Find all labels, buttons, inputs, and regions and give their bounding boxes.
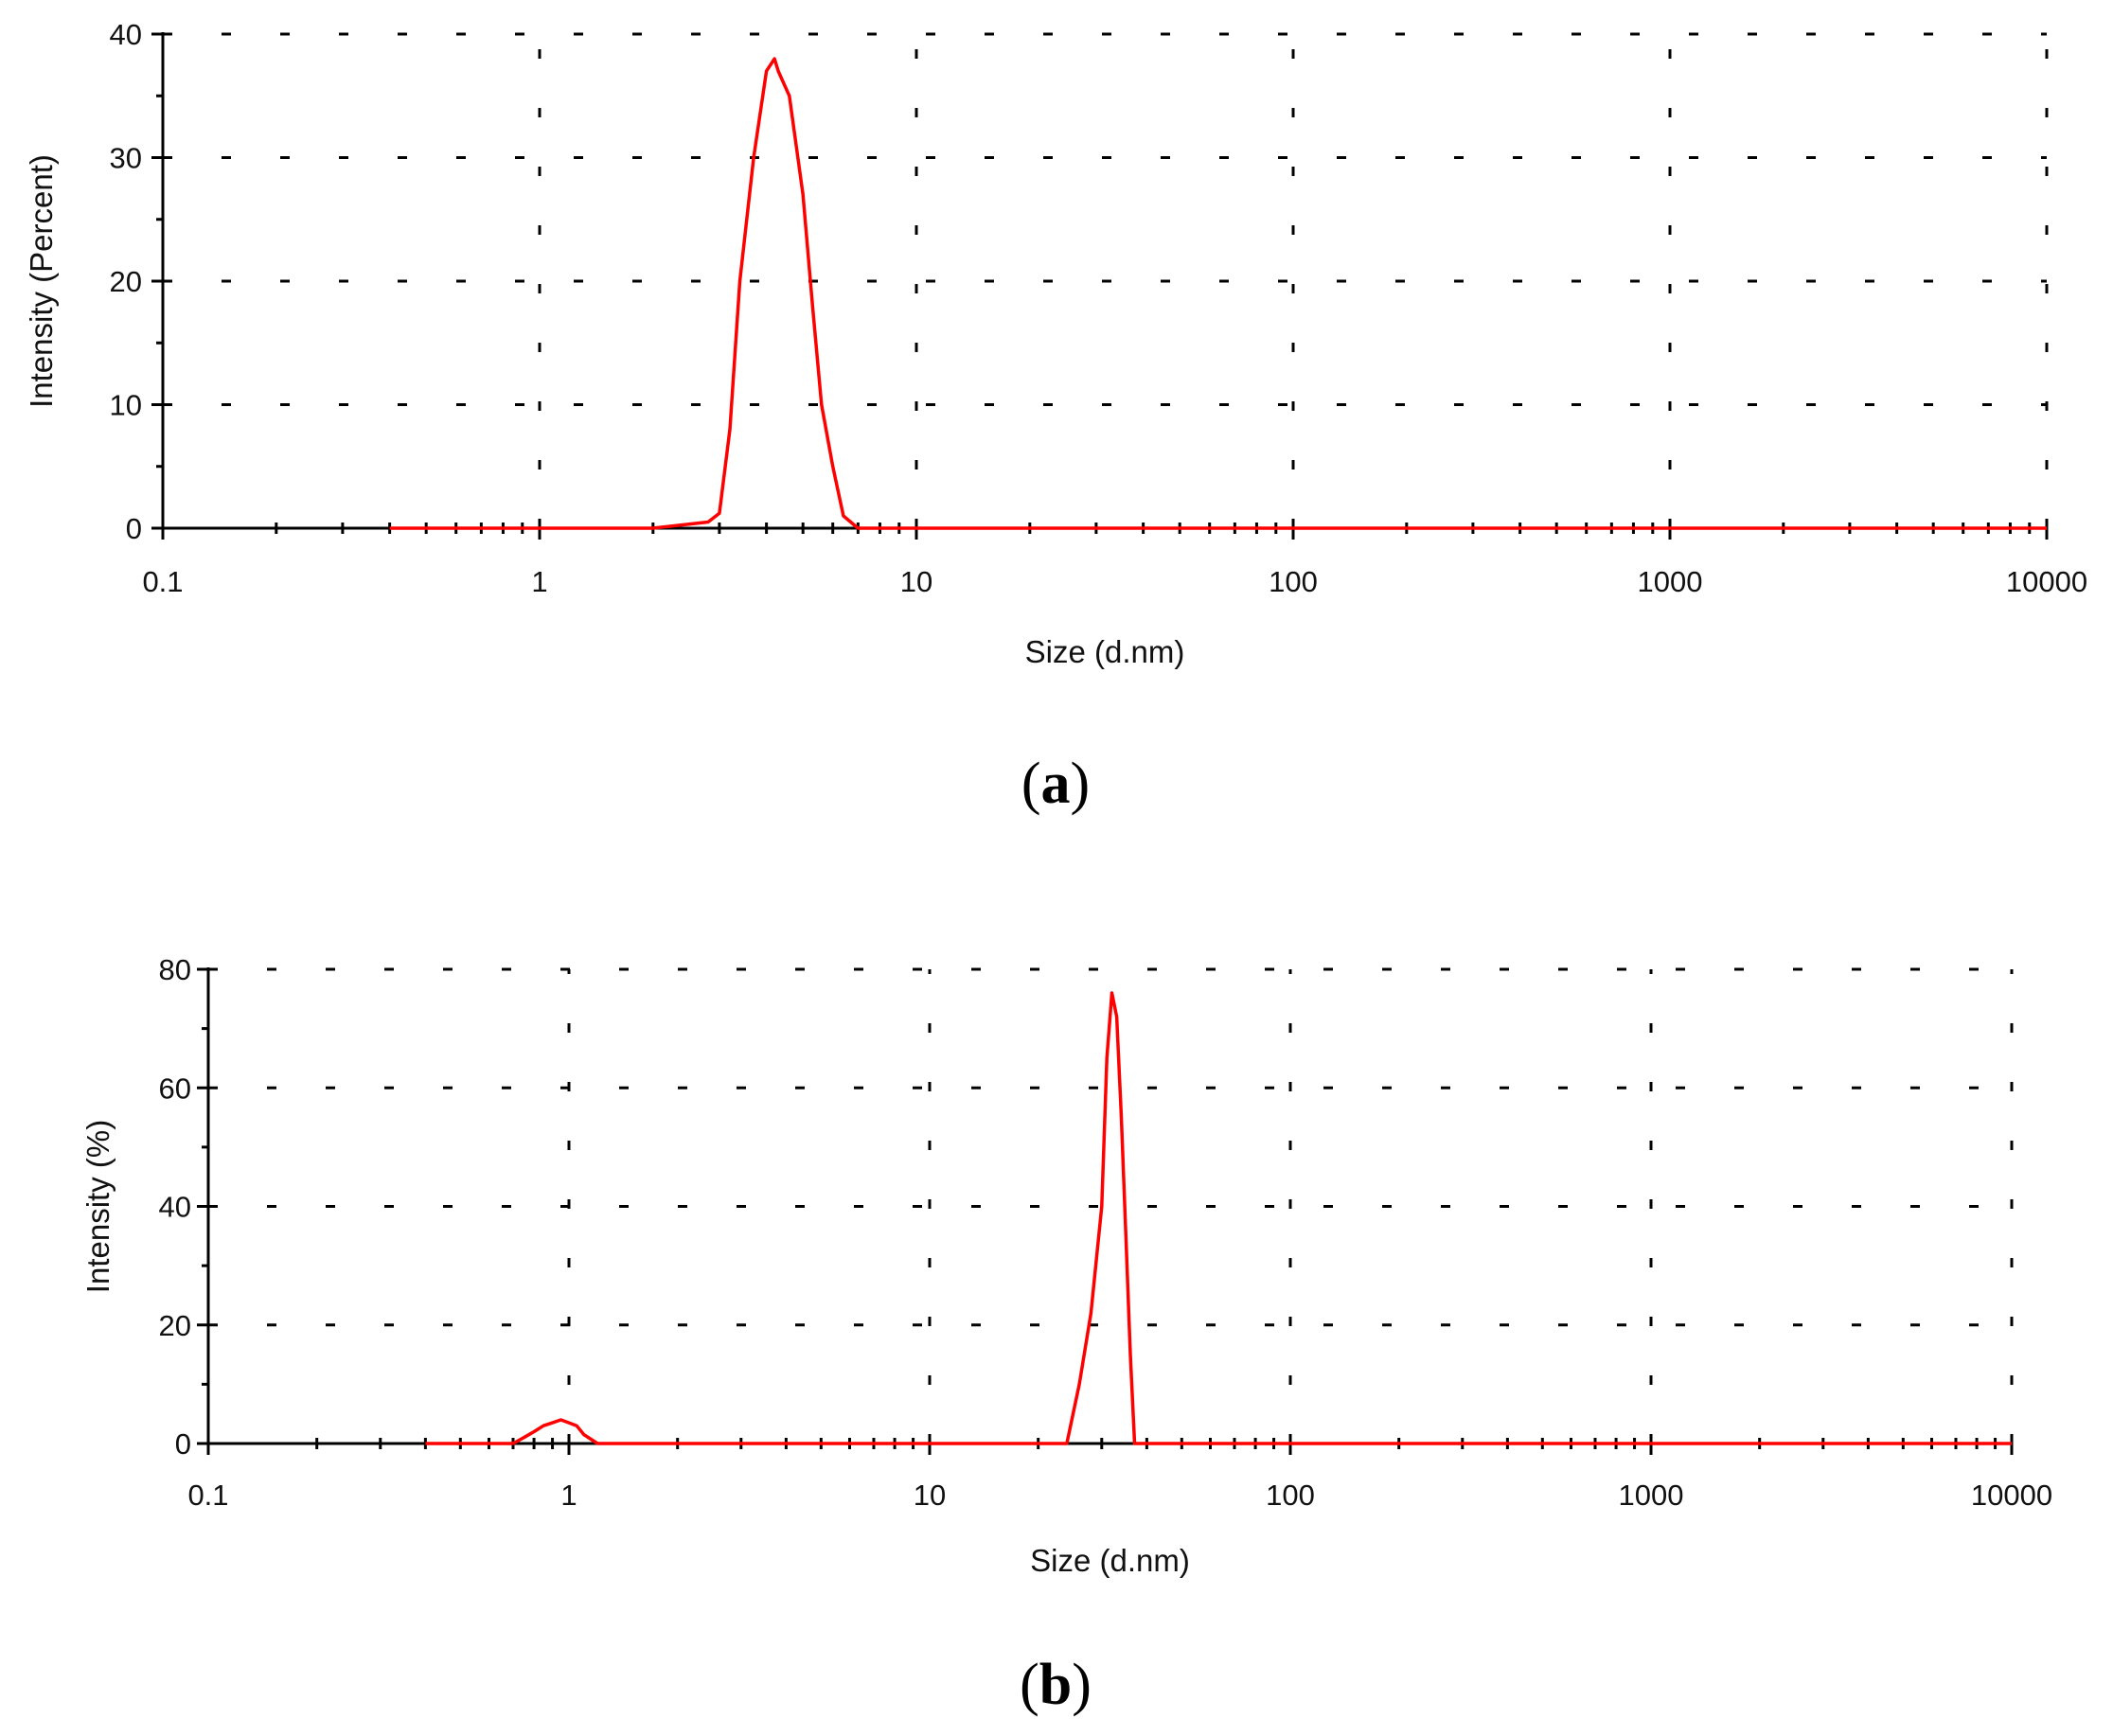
x-axis-label: Size (d.nm) [1025, 634, 1185, 669]
panel-label-close-paren: ) [1071, 752, 1091, 816]
y-axis-label: Intensity (Percent) [24, 154, 59, 408]
y-tick-label: 30 [110, 142, 142, 175]
panel-label-close-paren: ) [1072, 1653, 1092, 1717]
x-tick-label: 0.1 [187, 1479, 228, 1512]
y-tick-label: 0 [175, 1427, 191, 1461]
y-tick-label: 20 [110, 265, 142, 298]
panel-label-open-paren: ( [1020, 1653, 1039, 1717]
series-line [425, 991, 2012, 1445]
panel-label-letter: b [1039, 1653, 1072, 1717]
y-tick-label: 40 [159, 1191, 191, 1224]
x-tick-label: 0.1 [142, 565, 183, 598]
y-tick-label: 0 [126, 512, 142, 545]
x-tick-label: 100 [1269, 565, 1318, 598]
x-axis-label: Size (d.nm) [1030, 1543, 1190, 1578]
x-tick-label: 10000 [2006, 565, 2087, 598]
x-tick-label: 100 [1266, 1479, 1315, 1512]
y-axis-label: Intensity (%) [80, 1120, 115, 1293]
y-tick-label: 60 [159, 1072, 191, 1105]
x-tick-label: 10000 [1971, 1479, 2052, 1512]
x-tick-label: 1000 [1638, 565, 1703, 598]
x-tick-label: 1 [531, 565, 547, 598]
y-tick-label: 20 [159, 1309, 191, 1342]
panel-label-letter: a [1041, 752, 1071, 816]
panel-label-open-paren: ( [1021, 752, 1041, 816]
x-tick-label: 10 [914, 1479, 946, 1512]
chart-panel-a: 0 10 20 30 40 0.1 1 10 100 1000 10000 Size (d.nm) In… [24, 18, 2087, 816]
x-tick-label: 1000 [1619, 1479, 1684, 1512]
x-tick-label: 10 [900, 565, 932, 598]
y-tick-label: 80 [159, 953, 191, 986]
y-tick-label: 40 [110, 18, 142, 51]
chart-panel-b: 0 20 40 60 80 0.1 1 10 100 1000 10000 Size (d.nm) In… [80, 953, 2052, 1717]
panel-label: (a) [1021, 752, 1090, 816]
series-line [389, 57, 2047, 530]
x-tick-label: 1 [560, 1479, 577, 1512]
panel-label: (b) [1020, 1653, 1092, 1717]
y-tick-label: 10 [110, 389, 142, 422]
